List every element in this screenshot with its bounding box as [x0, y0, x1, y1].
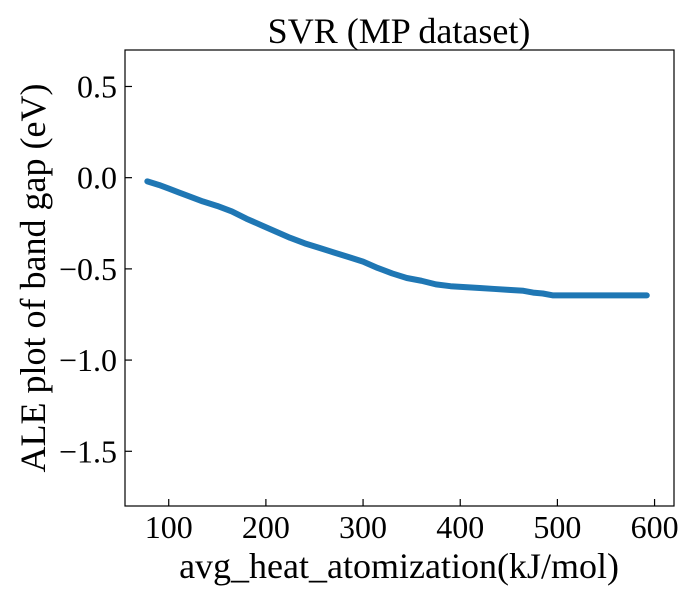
- series-line-0: [144, 178, 650, 299]
- x-tick-label: 500: [533, 509, 581, 545]
- tick-layer: 100 200 300 400 500 600 0.5 0.0 −0.5 −1.0 −1.5: [59, 68, 679, 545]
- y-tick-label: −1.0: [59, 342, 117, 378]
- x-tick-label: 100: [145, 509, 193, 545]
- x-axis-label: avg_heat_atomization(kJ/mol): [179, 546, 619, 586]
- y-tick-label: 0.5: [77, 68, 117, 104]
- y-axis-label: ALE plot of band gap (eV): [13, 84, 53, 473]
- x-tick-label: 200: [242, 509, 290, 545]
- x-tick-label: 600: [631, 509, 679, 545]
- y-tick-label: −0.5: [59, 251, 117, 287]
- y-tick-label: −1.5: [59, 433, 117, 469]
- x-tick-label: 400: [436, 509, 484, 545]
- y-tick-label: 0.0: [77, 160, 117, 196]
- x-tick-label: 300: [339, 509, 387, 545]
- plot-frame: [124, 49, 675, 507]
- chart-title: SVR (MP dataset): [268, 11, 531, 51]
- plot-layer: [144, 178, 650, 299]
